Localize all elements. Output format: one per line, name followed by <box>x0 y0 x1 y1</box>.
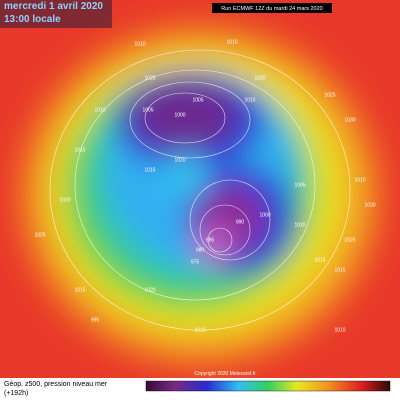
copyright: Copyright 2020 Meteociel.fr <box>194 371 255 377</box>
isobar-label: 1020 <box>254 75 265 81</box>
title-box <box>0 0 112 28</box>
isobars <box>49 49 351 331</box>
isobar-label: 1015 <box>334 267 345 273</box>
lead-time: (+192h) <box>4 390 28 397</box>
isobar-label: 1020 <box>174 157 185 163</box>
isobar-label: 990 <box>236 219 245 225</box>
isobar-label: 1020 <box>144 287 155 293</box>
isobar-label: 1020 <box>59 197 70 203</box>
isobar-label: 1025 <box>34 232 45 238</box>
isobar-label: 1005 <box>192 97 203 103</box>
footer-title: Géop. z500, pression niveau mer <box>4 381 108 388</box>
isobar-label: 1015 <box>74 287 85 293</box>
isobar-label: 1010 <box>354 177 365 183</box>
isobar-label: 1005 <box>142 107 153 113</box>
isobar-label: 1010 <box>334 327 345 333</box>
isobar-label: 1010 <box>134 41 145 47</box>
forecast-time: 13:00 locale <box>4 14 61 25</box>
isobar-label: 1000 <box>259 212 270 218</box>
isobar-label: 1010 <box>194 327 205 333</box>
isobar-label: 975 <box>191 259 200 265</box>
isobar-label: 1015 <box>244 97 255 103</box>
isobar-label: 995 <box>91 317 100 323</box>
isobar-label: 1010 <box>94 107 105 113</box>
isobar-label: 980 <box>196 247 205 253</box>
color-scale <box>145 380 391 392</box>
isobar-label: 1010 <box>226 39 237 45</box>
isobar-label: 985 <box>206 237 215 243</box>
isobar-label: 1015 <box>74 147 85 153</box>
isobar-label: 1000 <box>174 112 185 118</box>
run-box <box>212 3 332 13</box>
isobar-label: 1025 <box>324 92 335 98</box>
run-info: Run ECMWF 12Z du mardi 24 mars 2020 <box>221 6 322 12</box>
forecast-date: mercredi 1 avril 2020 <box>4 1 103 12</box>
isobar-label: 1015 <box>144 167 155 173</box>
isobar-label: 1030 <box>364 202 375 208</box>
isobar-labels: 1010 1010 1005 1000 1005 1010 1015 1020 1025 1015… <box>34 39 375 333</box>
isobar-label: 1020 <box>294 222 305 228</box>
isobar-label: 1015 <box>314 257 325 263</box>
isobar-label: 1025 <box>144 75 155 81</box>
geopotential-field <box>15 20 385 370</box>
isobar-label: 1025 <box>344 237 355 243</box>
isobar-label: 1030 <box>344 117 355 123</box>
isobar-label: 1005 <box>294 182 305 188</box>
